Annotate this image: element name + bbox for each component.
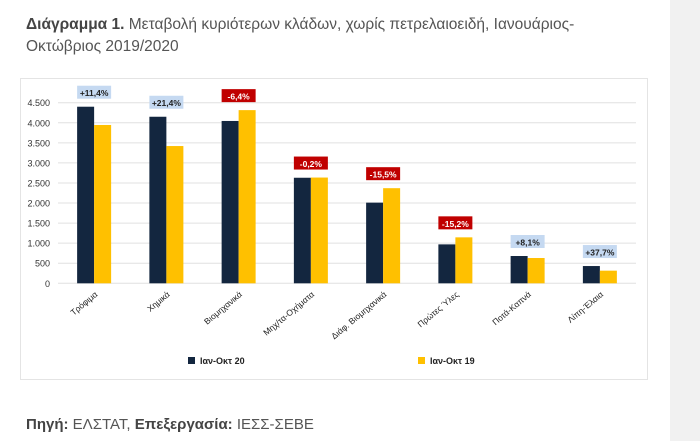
- y-tick-label: 2.500: [27, 178, 50, 188]
- source-value: ΕΛΣΤΑΤ,: [68, 416, 135, 433]
- chart-frame: [20, 78, 648, 380]
- title-text: Μεταβολή κυριότερων κλάδων, χωρίς πετρελ…: [26, 16, 575, 55]
- y-tick-label: 4.000: [27, 118, 50, 128]
- change-badge: [221, 89, 256, 103]
- bar-2019: [166, 146, 184, 284]
- bar-2019: [527, 258, 545, 284]
- change-badge: [510, 235, 545, 249]
- bar-2020: [221, 120, 239, 284]
- y-tick-label: 4.500: [27, 98, 50, 108]
- change-label: -0,2%: [300, 159, 323, 169]
- y-tick-label: 1.000: [27, 239, 50, 249]
- y-tick-label: 3.500: [27, 138, 50, 148]
- x-tick-label: Λίπη-Έλαια: [565, 289, 605, 325]
- x-tick-label: Χημικά: [145, 289, 172, 314]
- bar-2019: [599, 270, 617, 284]
- change-badge: [366, 167, 401, 181]
- legend-swatch: [418, 357, 425, 364]
- change-label: +11,4%: [80, 88, 109, 98]
- change-label: -6,4%: [228, 92, 251, 102]
- change-label: +37,7%: [585, 248, 615, 258]
- change-badge: [293, 156, 328, 170]
- change-badge: [149, 95, 184, 109]
- title-label: Διάγραμμα 1.: [26, 16, 125, 33]
- change-badge: [582, 245, 617, 259]
- bar-2020: [582, 266, 600, 284]
- x-tick-label: Διάφ. Βιομηχανικά: [329, 289, 388, 341]
- x-tick-label: Πρώτες Ύλες: [416, 289, 461, 329]
- bar-2019: [383, 188, 401, 284]
- legend-swatch: [188, 357, 195, 364]
- y-tick-label: 2.000: [27, 199, 50, 209]
- change-label: -15,5%: [370, 170, 397, 180]
- source-note: Πηγή: ΕΛΣΤΑΤ, Επεξεργασία: ΙΕΣΣ-ΣΕΒΕ: [26, 416, 314, 433]
- bar-2019: [310, 177, 328, 284]
- chart-title: Διάγραμμα 1. Μεταβολή κυριότερων κλάδων,…: [26, 14, 646, 58]
- processing-label: Επεξεργασία:: [134, 416, 233, 433]
- legend-label: Ιαν-Οκτ 19: [430, 356, 475, 366]
- processing-value: ΙΕΣΣ-ΣΕΒΕ: [232, 416, 314, 433]
- change-badge: [77, 85, 112, 99]
- side-scroll-area: [670, 0, 700, 441]
- y-tick-label: 500: [35, 259, 50, 269]
- source-label: Πηγή:: [26, 416, 69, 433]
- bar-2020: [77, 106, 95, 284]
- x-tick-label: Μηχ/τα-Οχήματα: [261, 289, 316, 337]
- bar-2020: [438, 244, 456, 284]
- bar-2020: [149, 116, 167, 284]
- legend-label: Ιαν-Οκτ 20: [200, 356, 245, 366]
- bar-2020: [366, 202, 384, 284]
- x-tick-label: Βιομηχανικά: [202, 289, 244, 326]
- bar-2020: [293, 177, 311, 284]
- change-label: +21,4%: [152, 98, 182, 108]
- bar-2019: [455, 237, 473, 284]
- y-tick-label: 0: [45, 279, 50, 289]
- bar-2020: [510, 256, 528, 284]
- bar-2019: [238, 110, 256, 284]
- x-tick-label: Τρόφιμα: [68, 289, 99, 317]
- x-tick-label: Ποτά-Καπνά: [490, 289, 533, 327]
- y-tick-label: 1.500: [27, 219, 50, 229]
- bar-2019: [94, 124, 112, 284]
- change-label: +8,1%: [515, 238, 540, 248]
- change-badge: [438, 216, 473, 230]
- change-label: -15,2%: [442, 219, 469, 229]
- y-tick-label: 3.000: [27, 158, 50, 168]
